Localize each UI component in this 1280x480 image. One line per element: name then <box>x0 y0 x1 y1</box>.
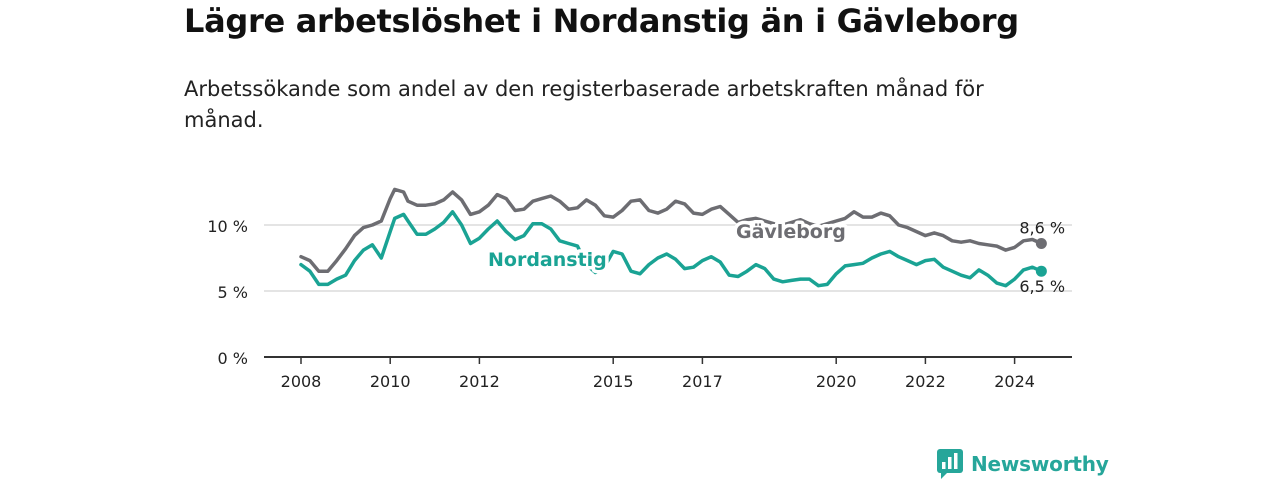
newsworthy-logo: Newsworthy <box>937 449 1109 479</box>
gridlines <box>264 224 1072 292</box>
y-axis-ticks: 0 % 5 % 10 % <box>207 217 248 368</box>
chart-title: Lägre arbetslöshet i Nordanstig än i Gäv… <box>184 2 1019 40</box>
x-tick-label: 2012 <box>459 372 500 391</box>
end-value-label-gvleborg: 8,6 % <box>1019 218 1065 237</box>
y-tick-label: 10 % <box>207 217 248 236</box>
series-line-gvleborg <box>299 187 1044 273</box>
series-labels: 8,6 % 6,5 % Gävleborg Nordanstig <box>485 218 1066 297</box>
x-tick-label: 2020 <box>816 372 857 391</box>
x-axis: 2008 2010 2012 2015 2017 2020 2022 2024 <box>264 356 1072 391</box>
x-tick-label: 2024 <box>994 372 1035 391</box>
series-line-nordanstig <box>299 210 1044 288</box>
bar-chart-bubble-icon <box>937 449 963 479</box>
series-name-nordanstig: Nordanstig <box>488 249 607 271</box>
end-marker-gvleborg <box>1035 237 1047 249</box>
series-lines <box>299 187 1047 288</box>
x-tick-label: 2022 <box>905 372 946 391</box>
x-tick-label: 2008 <box>281 372 322 391</box>
end-value-label-nordanstig: 6,5 % <box>1019 277 1065 296</box>
x-tick-label: 2017 <box>682 372 723 391</box>
x-tick-label: 2015 <box>593 372 634 391</box>
end-marker-nordanstig <box>1035 265 1047 277</box>
x-tick-label: 2010 <box>370 372 411 391</box>
y-tick-label: 5 % <box>218 283 248 302</box>
chart-subtitle: Arbetssökande som andel av den registerb… <box>184 77 984 132</box>
series-name-gvleborg: Gävleborg <box>736 221 846 243</box>
y-tick-label: 0 % <box>218 349 248 368</box>
brand-name: Newsworthy <box>971 452 1109 476</box>
